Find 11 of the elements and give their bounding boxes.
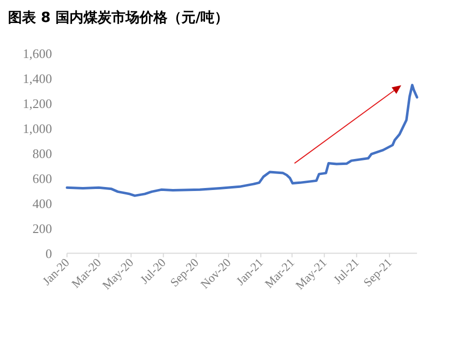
chart-title: 图表 8 国内煤炭市场价格（元/吨） (8, 9, 229, 26)
y-tick-label: 400 (32, 196, 52, 211)
line-series (66, 84, 418, 197)
y-tick-label: 1,000 (22, 120, 52, 136)
y-tick-label: 1,200 (22, 96, 52, 111)
y-tick-label: 1,600 (22, 46, 52, 61)
y-tick-label: 600 (32, 170, 52, 186)
y-tick-label: 0 (46, 246, 52, 261)
y-tick-label: 1,400 (22, 70, 52, 86)
y-tick-label: 200 (32, 220, 52, 236)
y-tick-label: 800 (32, 146, 52, 161)
